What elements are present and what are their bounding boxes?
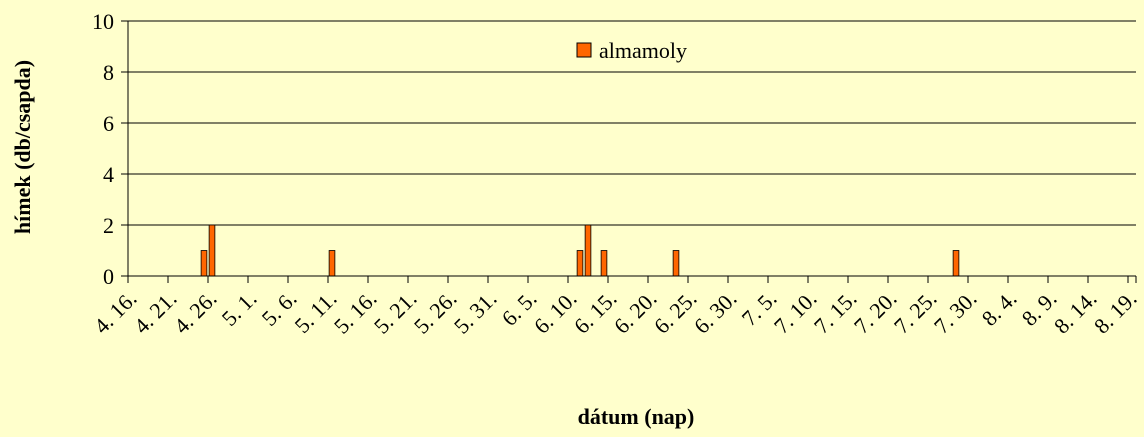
y-tick-label: 8 bbox=[103, 60, 114, 85]
bar bbox=[584, 224, 592, 277]
y-tick-label: 0 bbox=[103, 264, 114, 289]
legend-swatch bbox=[576, 42, 592, 58]
bar bbox=[200, 250, 208, 277]
bar bbox=[672, 250, 680, 277]
legend: almamoly bbox=[576, 38, 687, 63]
y-tick-label: 6 bbox=[103, 111, 114, 136]
legend-label: almamoly bbox=[599, 38, 687, 63]
x-axis-title: dátum (nap) bbox=[578, 404, 695, 429]
bar bbox=[208, 224, 216, 277]
y-axis-title: hímek (db/csapda) bbox=[10, 60, 35, 234]
bar bbox=[600, 250, 608, 277]
gridlines bbox=[128, 20, 1136, 226]
bar bbox=[576, 250, 584, 277]
bars bbox=[200, 224, 960, 277]
bar bbox=[952, 250, 960, 277]
y-tick-label: 2 bbox=[103, 213, 114, 238]
y-tick-labels: 0 2 4 6 8 10 bbox=[92, 9, 114, 289]
y-tick-label: 4 bbox=[103, 162, 114, 187]
axes bbox=[121, 20, 1137, 283]
bar bbox=[328, 250, 336, 277]
y-tick-label: 10 bbox=[92, 9, 114, 34]
